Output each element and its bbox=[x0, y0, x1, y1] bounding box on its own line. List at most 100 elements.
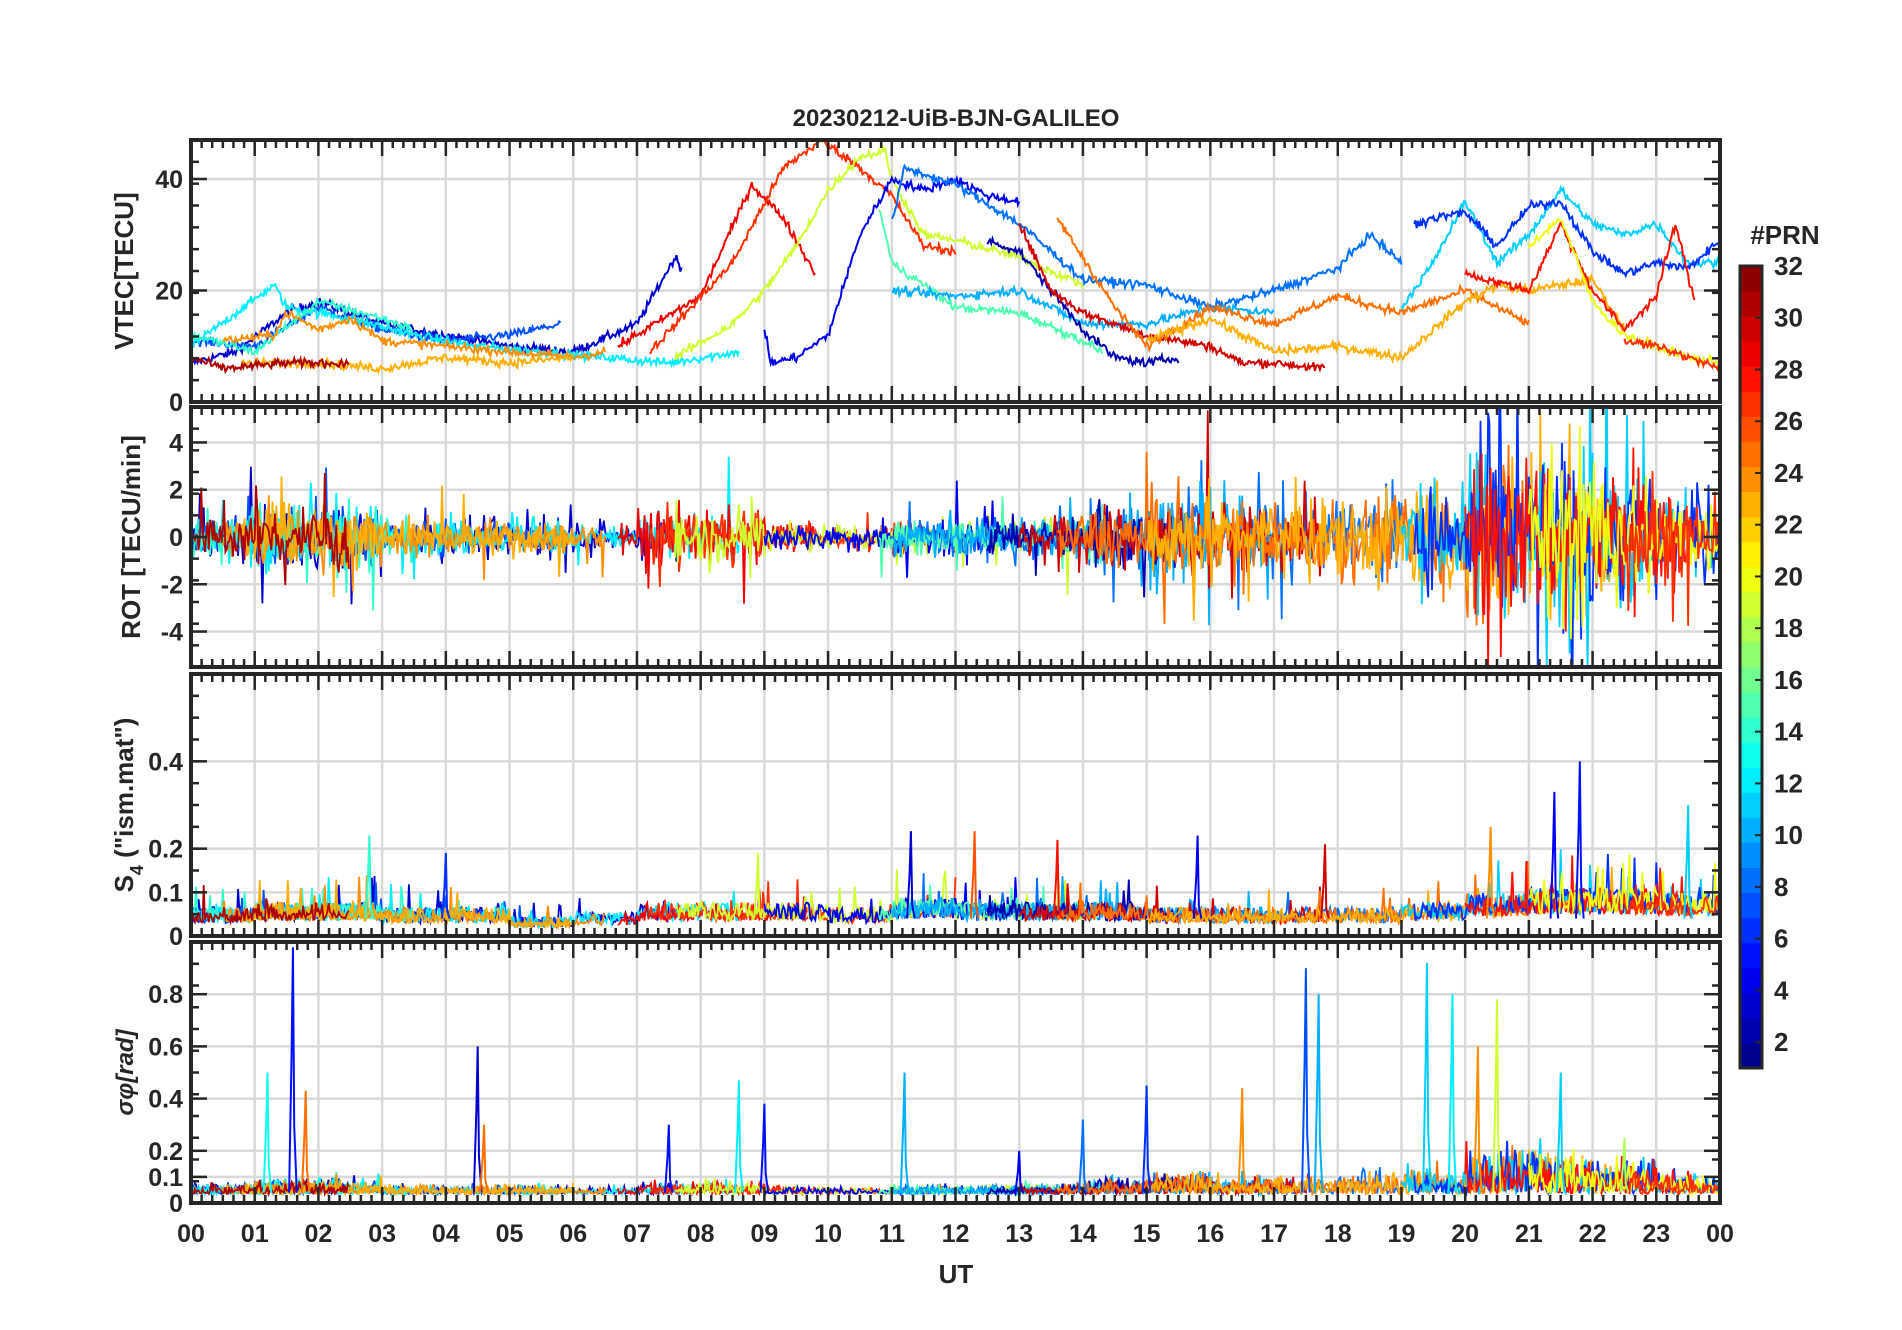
axes-frame bbox=[189, 672, 1722, 938]
colorbar-tick-label: 10 bbox=[1774, 820, 1803, 850]
panel-s4: 0 0.1 0.2 0.4S4 ("ism.mat") bbox=[109, 672, 1722, 951]
x-tick-label: 19 bbox=[1388, 1220, 1416, 1248]
spike-mark bbox=[899, 1072, 910, 1193]
series-line-prn-19 bbox=[674, 144, 1084, 361]
series-line-prn-8 bbox=[890, 163, 1403, 313]
series-line-prn-27 bbox=[1623, 867, 1720, 919]
panel-rot: -4 -2 0 2 4 ROT [TECU/min] bbox=[116, 405, 1722, 669]
spike-mark bbox=[663, 1124, 674, 1193]
series-line-prn-31 bbox=[191, 472, 350, 586]
spike-mark bbox=[1619, 1137, 1630, 1193]
chart-title: 20230212-UiB-BJN-GALILEO bbox=[793, 105, 1120, 132]
x-tick-label: 17 bbox=[1260, 1220, 1288, 1248]
series-line-prn-15 bbox=[878, 209, 1103, 355]
y-tick-label: 0.2 bbox=[148, 836, 183, 864]
spike-mark bbox=[1301, 968, 1311, 1193]
x-tick-label: 10 bbox=[814, 1220, 842, 1248]
spike-mark bbox=[479, 1124, 489, 1193]
spike-mark bbox=[1492, 999, 1502, 1193]
y-tick-label: 0 bbox=[169, 524, 183, 552]
axes-frame bbox=[189, 138, 1722, 404]
spike-mark bbox=[1447, 994, 1458, 1193]
series-line-prn-28 bbox=[1464, 220, 1696, 333]
x-tick-label: 05 bbox=[496, 1220, 524, 1248]
colorbar-segment bbox=[1740, 366, 1762, 392]
colorbar-segment bbox=[1740, 992, 1762, 1019]
x-tick-label: 18 bbox=[1324, 1220, 1352, 1248]
colorbar-tick-label: 32 bbox=[1774, 251, 1803, 281]
colorbar-segment bbox=[1740, 591, 1762, 618]
series-line-prn-31 bbox=[191, 1178, 350, 1197]
spike-mark bbox=[1014, 1150, 1024, 1193]
x-tick-label: 02 bbox=[305, 1220, 333, 1248]
colorbar-segment bbox=[1740, 491, 1762, 518]
colorbar-segment bbox=[1740, 1017, 1762, 1044]
x-axis-label: UT bbox=[939, 1259, 974, 1289]
series-group bbox=[191, 140, 1720, 375]
colorbar-segment bbox=[1740, 967, 1762, 994]
colorbar-segment bbox=[1740, 266, 1762, 292]
y-axis-label: ROT [TECU/min] bbox=[116, 435, 146, 639]
spike-mark bbox=[1555, 1072, 1566, 1193]
colorbar-tick-label: 8 bbox=[1774, 872, 1788, 902]
series-line-prn-6 bbox=[1413, 198, 1720, 279]
series-line-prn-27 bbox=[649, 140, 957, 355]
colorbar-segment bbox=[1740, 466, 1762, 493]
series-line-prn-20 bbox=[1528, 1149, 1720, 1198]
y-axis-label: VTEC[TECU] bbox=[109, 192, 139, 349]
axes-frame bbox=[189, 940, 1722, 1205]
colorbar-tick-label: 30 bbox=[1774, 303, 1803, 333]
y-tick-label: -2 bbox=[161, 571, 183, 599]
spike-mark bbox=[906, 831, 916, 919]
y-tick-label: 40 bbox=[155, 166, 183, 194]
spike-mark bbox=[1683, 804, 1693, 919]
colorbar-segment bbox=[1740, 817, 1762, 843]
colorbar-segment bbox=[1740, 566, 1762, 593]
x-tick-label: 22 bbox=[1579, 1220, 1607, 1248]
y-tick-label: 0.4 bbox=[148, 748, 183, 776]
colorbar-label: #PRN bbox=[1750, 220, 1819, 250]
y-tick-label: 0.6 bbox=[148, 1033, 183, 1061]
series-line-prn-25 bbox=[1056, 217, 1530, 354]
axes-frame bbox=[189, 405, 1722, 669]
y-tick-label: 0 bbox=[169, 389, 183, 417]
x-tick-label: 08 bbox=[687, 1220, 715, 1248]
spike-mark bbox=[300, 1090, 311, 1193]
colorbar-tick-label: 18 bbox=[1774, 613, 1803, 643]
spike-mark bbox=[1237, 1088, 1248, 1193]
spike-mark bbox=[288, 947, 298, 1193]
colorbar-segment bbox=[1740, 616, 1762, 643]
colorbar-segment bbox=[1740, 892, 1762, 919]
spike-mark bbox=[1549, 791, 1560, 919]
series-line-prn-31 bbox=[191, 354, 350, 375]
series-line-prn-23 bbox=[241, 352, 574, 375]
series-line-prn-14 bbox=[191, 296, 414, 357]
spike-mark bbox=[753, 852, 763, 919]
colorbar-segment bbox=[1740, 541, 1762, 568]
spike-mark bbox=[759, 1103, 770, 1193]
series-line-prn-3 bbox=[191, 254, 683, 366]
colorbar-tick-label: 14 bbox=[1774, 717, 1803, 747]
colorbar-segment bbox=[1740, 767, 1762, 793]
y-tick-label: 2 bbox=[169, 477, 183, 505]
colorbar-segment bbox=[1740, 917, 1762, 944]
spike-mark bbox=[734, 1080, 744, 1193]
x-tick-label: 14 bbox=[1069, 1220, 1097, 1248]
x-tick-label: 00 bbox=[1706, 1220, 1734, 1248]
panel-sigma-phi: 00.10.2 0.4 0.6 0.8 σφ[rad] bbox=[112, 940, 1722, 1218]
series-group bbox=[191, 407, 1720, 667]
colorbar-tick-label: 16 bbox=[1774, 665, 1803, 695]
colorbar-tick-label: 24 bbox=[1774, 458, 1803, 488]
spike-mark bbox=[1473, 1046, 1483, 1193]
series-line-prn-20 bbox=[1528, 854, 1720, 917]
colorbar-segment bbox=[1740, 667, 1762, 693]
y-tick-label: 20 bbox=[155, 278, 183, 306]
colorbar-tick-label: 20 bbox=[1774, 561, 1803, 591]
colorbar-frame bbox=[1738, 264, 1764, 1070]
series-line-prn-11 bbox=[1400, 184, 1720, 311]
colorbar-segment bbox=[1740, 717, 1762, 743]
colorbar-segment bbox=[1740, 341, 1762, 367]
colorbar-segment bbox=[1740, 441, 1762, 467]
colorbar-tick-label: 28 bbox=[1774, 354, 1803, 384]
colorbar-segment bbox=[1740, 516, 1762, 543]
